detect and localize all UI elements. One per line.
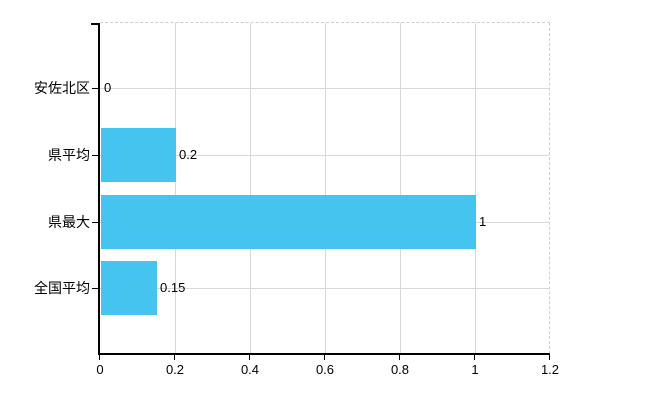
y-axis-tick xyxy=(92,288,98,289)
x-axis-tick xyxy=(174,355,175,360)
x-tick-label: 1.2 xyxy=(540,362,560,377)
x-axis-line xyxy=(98,353,550,355)
horizontal-gridline xyxy=(100,88,549,89)
x-axis-tick xyxy=(549,355,550,360)
horizontal-gridline xyxy=(100,288,549,289)
plot-top-border xyxy=(100,22,550,23)
x-axis-tick xyxy=(249,355,250,360)
bar xyxy=(101,128,176,182)
category-label: 県最大 xyxy=(48,214,90,230)
horizontal-gridline xyxy=(100,155,549,156)
y-axis-tick xyxy=(92,88,98,89)
bar xyxy=(101,195,476,249)
vertical-gridline xyxy=(325,23,326,354)
vertical-gridline xyxy=(175,23,176,354)
value-label: 1 xyxy=(479,214,487,229)
plot-right-border xyxy=(549,23,550,354)
x-tick-label: 1 xyxy=(471,362,479,377)
x-tick-label: 0.2 xyxy=(165,362,185,377)
x-tick-label: 0.4 xyxy=(240,362,260,377)
vertical-gridline xyxy=(475,23,476,354)
category-label: 県平均 xyxy=(48,147,90,163)
x-tick-label: 0.8 xyxy=(390,362,410,377)
x-tick-label: 0 xyxy=(96,362,104,377)
value-label: 0.15 xyxy=(160,280,186,295)
y-axis-line xyxy=(98,23,100,355)
category-label: 全国平均 xyxy=(34,280,90,296)
x-axis-tick xyxy=(324,355,325,360)
x-tick-label: 0.6 xyxy=(315,362,335,377)
axis-end-tick xyxy=(91,23,98,25)
x-axis-tick xyxy=(474,355,475,360)
value-label: 0 xyxy=(104,80,112,95)
y-axis-tick xyxy=(92,155,98,156)
y-axis-tick xyxy=(92,222,98,223)
x-axis-tick xyxy=(399,355,400,360)
category-label: 安佐北区 xyxy=(34,80,90,96)
value-label: 0.2 xyxy=(179,147,198,162)
vertical-gridline xyxy=(400,23,401,354)
x-axis-tick xyxy=(99,355,100,360)
bar xyxy=(101,261,157,315)
vertical-gridline xyxy=(250,23,251,354)
